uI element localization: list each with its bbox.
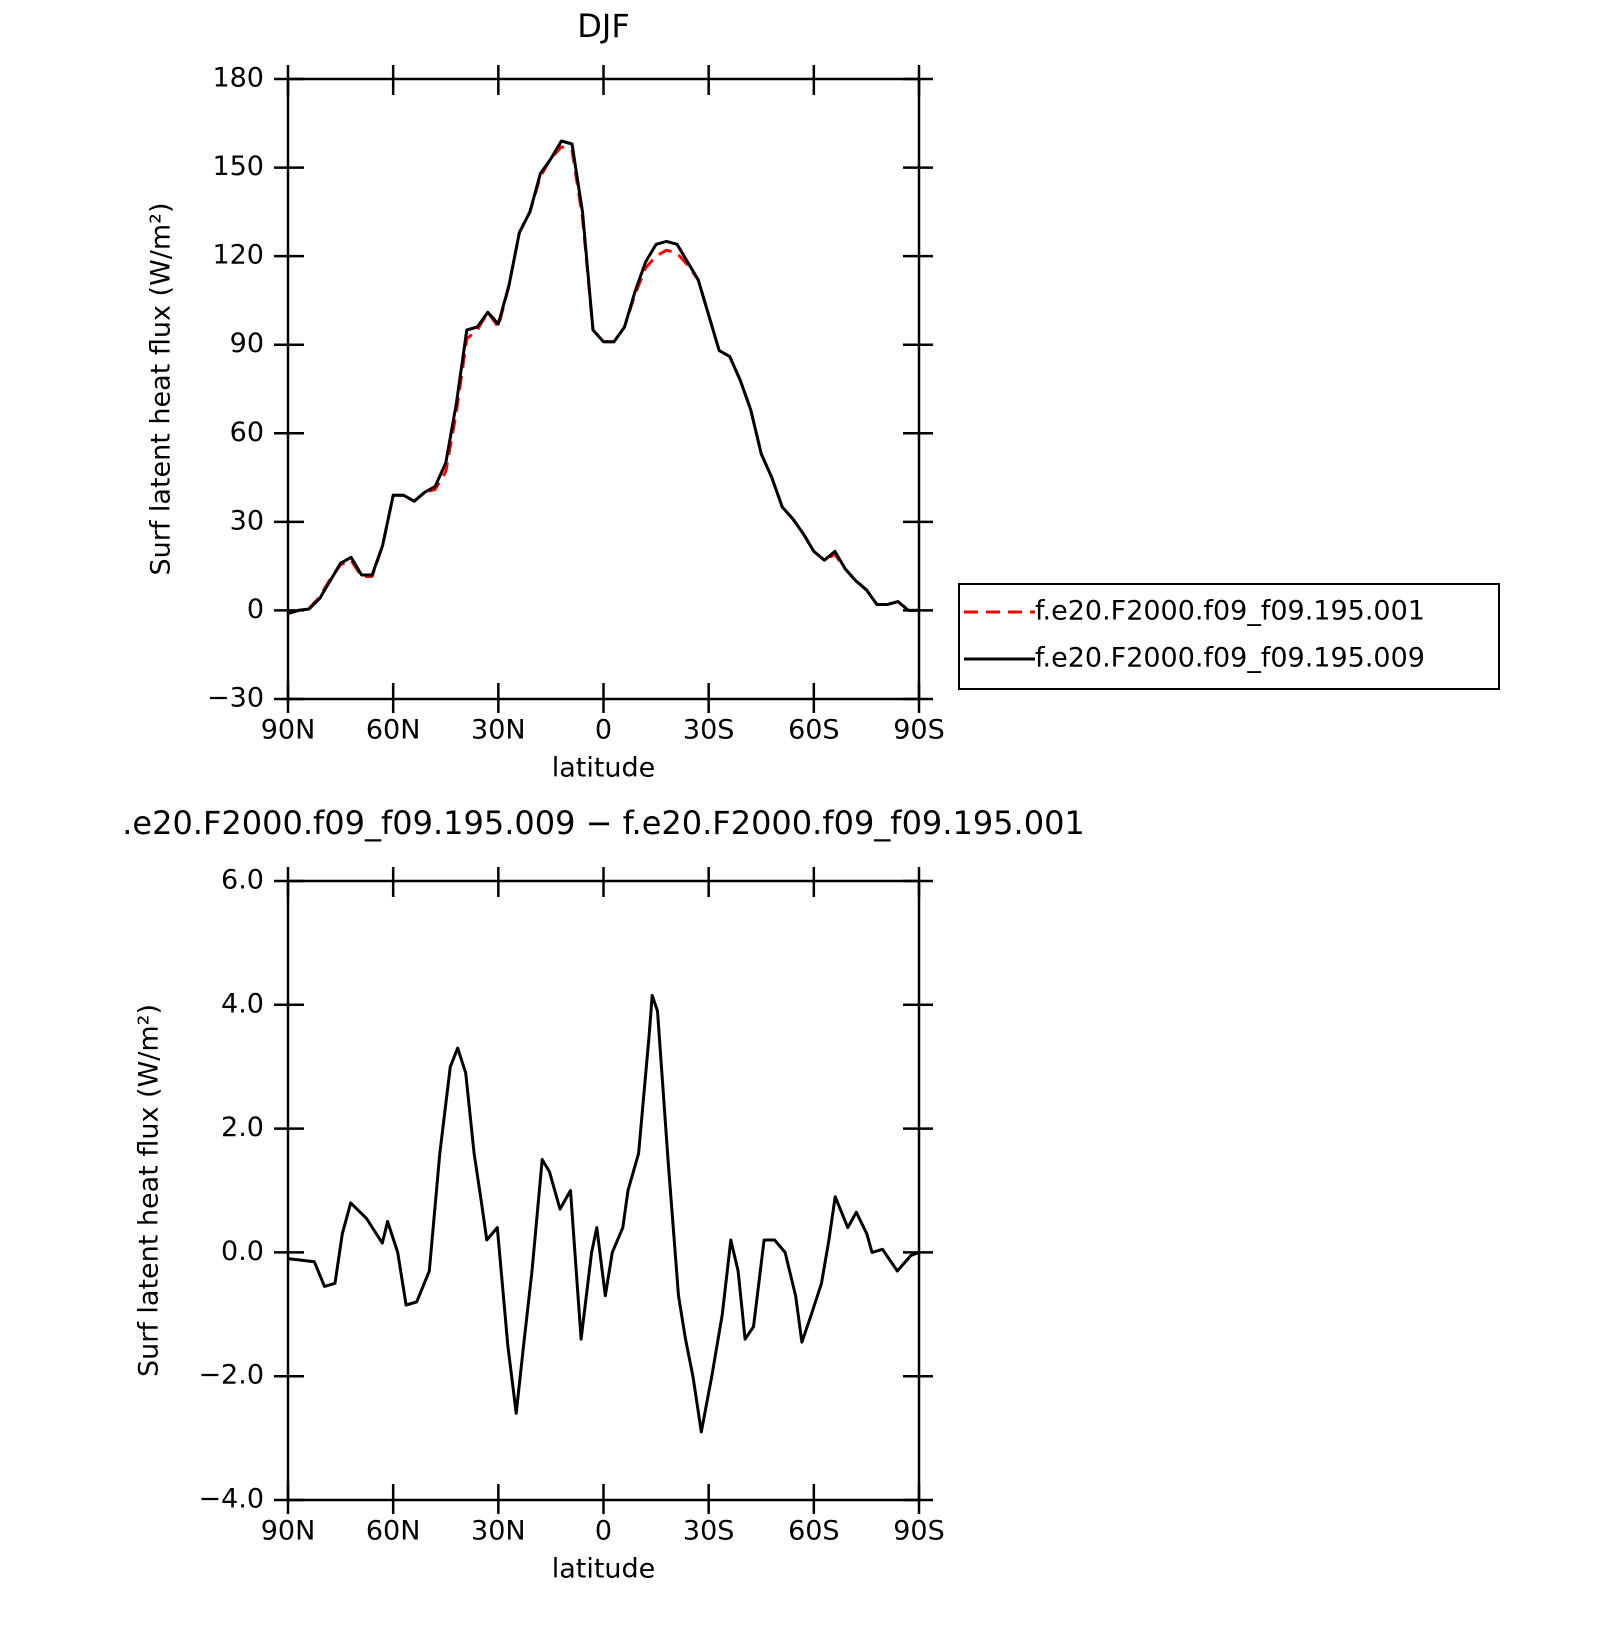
x-tick-label: 30S [683,1516,735,1547]
y-tick-label: 60 [230,417,264,448]
data-line [287,139,919,615]
y-axis-label: Surf latent heat flux (W/m²) [134,1004,165,1377]
x-tick-label: 30S [683,715,735,746]
y-tick-label: 4.0 [221,988,264,1019]
y-tick-label: 0 [247,594,264,625]
legend-box [958,583,1500,690]
y-axis-label: Surf latent heat flux (W/m²) [146,202,177,575]
chart-title: .e20.F2000.f09_f09.195.009 − f.e20.F2000… [122,804,1085,842]
x-tick-label: 90S [893,1516,945,1547]
plot-frame [286,77,921,701]
y-tick-label: 180 [212,63,264,94]
x-tick-label: 90N [261,715,316,746]
x-tick-label: 0 [595,1516,612,1547]
y-tick-label: −2.0 [198,1360,264,1391]
x-tick-label: 30N [471,1516,526,1547]
y-tick-label: −30 [207,683,264,714]
y-tick-label: 150 [212,151,264,182]
legend-label: f.e20.F2000.f09_f09.195.001 [1035,596,1425,627]
y-tick-label: 120 [212,240,264,271]
x-tick-label: 60N [366,715,421,746]
data-line [287,994,920,1434]
x-axis-label: latitude [552,753,656,784]
y-tick-label: 6.0 [221,865,264,896]
x-tick-label: 60S [788,715,840,746]
plot-frame [286,879,921,1502]
x-tick-label: 90N [261,1516,316,1547]
x-axis-label: latitude [552,1554,656,1585]
y-tick-label: 0.0 [221,1236,264,1267]
chart-title: DJF [577,7,629,45]
x-tick-label: 60N [366,1516,421,1547]
y-tick-label: −4.0 [198,1484,264,1515]
x-tick-label: 30N [471,715,526,746]
x-tick-label: 0 [595,715,612,746]
y-tick-label: 90 [230,328,264,359]
y-tick-label: 2.0 [221,1112,264,1143]
x-tick-label: 60S [788,1516,840,1547]
x-tick-label: 90S [893,715,945,746]
y-tick-label: 30 [230,505,264,536]
legend-label: f.e20.F2000.f09_f09.195.009 [1035,643,1425,674]
